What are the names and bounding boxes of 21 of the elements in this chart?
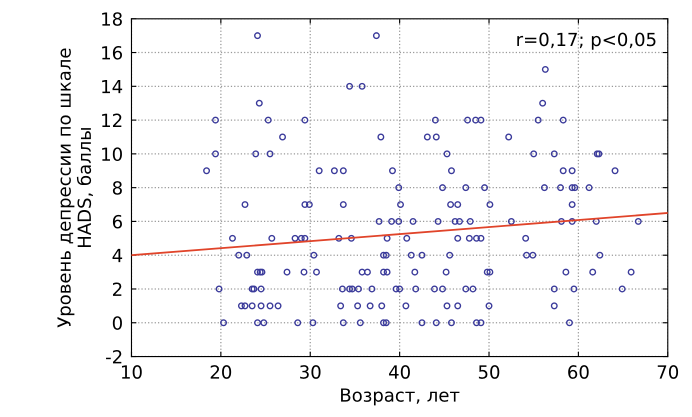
y-tick-label: 18 [102, 12, 122, 26]
y-tick-label: 0 [112, 316, 122, 330]
x-tick-label: 10 [122, 365, 142, 379]
y-tick-label: 14 [102, 80, 122, 94]
x-tick-label: 60 [568, 365, 589, 379]
y-tick-label: -2 [106, 350, 122, 364]
x-tick-label: 70 [658, 365, 678, 379]
y-tick-label: 10 [102, 147, 122, 161]
y-axis-title: Уровень депрессии по шкале HADS, баллы [57, 48, 93, 328]
y-tick-label: 6 [112, 214, 122, 229]
x-tick-label: 50 [478, 365, 500, 379]
x-axis-title: Возраст, лет [341, 388, 460, 406]
x-tick-label: 40 [389, 365, 410, 379]
x-tick-label: 30 [300, 365, 321, 379]
y-tick-label: 8 [112, 181, 122, 195]
y-tick-label: 2 [112, 282, 122, 296]
y-tick-label: 12 [102, 114, 122, 127]
y-tick-label: 4 [112, 248, 122, 262]
y-tick-label: 16 [102, 46, 122, 60]
annotation: r=0,17; p<0,05 [517, 32, 656, 50]
x-tick-label: 20 [210, 365, 232, 379]
